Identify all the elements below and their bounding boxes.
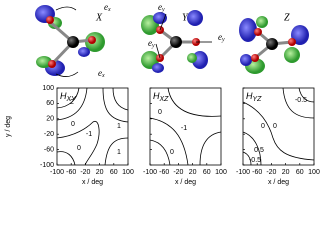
vector-base: e xyxy=(218,32,222,42)
contour-label: 0 xyxy=(170,149,174,156)
vector-label: ey xyxy=(158,2,165,13)
x-tick-label: -20 xyxy=(173,169,183,176)
molecule-y xyxy=(141,10,212,73)
x-tick-label: 20 xyxy=(282,169,290,176)
x-tick-label: 100 xyxy=(308,169,320,176)
vector-sub: y xyxy=(161,7,165,13)
title-main: H xyxy=(60,91,67,101)
title-sub: XZ xyxy=(159,96,170,103)
y-tick-label: 20 xyxy=(46,116,54,123)
y-tick-label: -20 xyxy=(44,131,54,138)
x-tick-label: 60 xyxy=(296,169,304,176)
plot-title: HXZ xyxy=(153,91,169,102)
plot-frame xyxy=(56,87,129,166)
x-tick-label: 100 xyxy=(215,169,227,176)
x-tick-label: -60 xyxy=(252,169,262,176)
x-tick-label: -100 xyxy=(50,169,64,176)
vector-label: ey xyxy=(148,38,155,49)
title-main: H xyxy=(153,91,160,101)
contour-label: 0 xyxy=(158,109,162,116)
page: {"chart_data": [ {"type": "contour", "ti… xyxy=(4,2,320,186)
vector-base: e xyxy=(104,2,108,12)
x-tick-label: 100 xyxy=(122,169,134,176)
y-tick-label: 60 xyxy=(46,100,54,107)
y-axis-label: y / deg xyxy=(5,116,12,137)
contour-label: 0 xyxy=(273,123,277,130)
contour-label: 0.5 xyxy=(254,147,264,154)
y-tick-label: -100 xyxy=(40,162,54,169)
x-axis-label: x / deg xyxy=(175,179,196,186)
title-main: H xyxy=(246,91,253,101)
contour-label: 1 xyxy=(117,123,121,130)
x-tick-label: -100 xyxy=(236,169,250,176)
contour-label: 2 xyxy=(70,99,74,106)
vector-sub: x xyxy=(107,7,111,13)
vector-base: e xyxy=(98,68,102,78)
plot-title: HXY xyxy=(60,91,77,102)
title-sub: YZ xyxy=(253,96,263,103)
contours-xz xyxy=(149,87,222,166)
x-tick-label: -20 xyxy=(80,169,90,176)
vector-base: e xyxy=(148,38,152,48)
contour-label: 1 xyxy=(117,149,121,156)
vector-label: ex xyxy=(104,2,111,13)
vector-sub: y xyxy=(221,37,225,43)
y-tick-label: 100 xyxy=(42,85,54,92)
vector-label: ex xyxy=(98,68,105,79)
contour-label: 0 xyxy=(77,145,81,152)
contour-label: -0.5 xyxy=(249,157,261,164)
x-tick-label: -60 xyxy=(159,169,169,176)
x-tick-label: 20 xyxy=(189,169,197,176)
x-tick-label: 60 xyxy=(110,169,118,176)
y-tick-label: -60 xyxy=(44,146,54,153)
vector-base: e xyxy=(158,2,162,12)
x-tick-label: -20 xyxy=(266,169,276,176)
x-axis-label: x / deg xyxy=(82,179,103,186)
x-axis-label: x / deg xyxy=(268,179,289,186)
plot-frame xyxy=(242,87,315,166)
title-sub: XY xyxy=(66,96,78,103)
contours-xy xyxy=(56,87,129,166)
molecule-z xyxy=(239,16,309,74)
x-tick-label: -100 xyxy=(143,169,157,176)
vector-label: ey xyxy=(218,32,225,43)
molecule-label: Y xyxy=(182,12,189,23)
contours-yz xyxy=(242,87,315,166)
contour-label: -1 xyxy=(181,125,187,132)
contour-label: 0 xyxy=(261,123,265,130)
contour-label: 0 xyxy=(71,121,75,128)
contour-label: -0.5 xyxy=(295,97,307,104)
molecule-x xyxy=(35,5,105,77)
contour-label: -1 xyxy=(86,131,92,138)
plot-frame xyxy=(149,87,222,166)
molecule-label: X xyxy=(95,12,103,23)
plot-title: HYZ xyxy=(246,91,262,102)
x-tick-label: 20 xyxy=(96,169,104,176)
x-tick-label: 60 xyxy=(203,169,211,176)
molecule-label: Z xyxy=(284,12,290,23)
vector-sub: y xyxy=(151,43,155,49)
vector-sub: x xyxy=(101,73,105,79)
x-tick-label: -60 xyxy=(66,169,76,176)
